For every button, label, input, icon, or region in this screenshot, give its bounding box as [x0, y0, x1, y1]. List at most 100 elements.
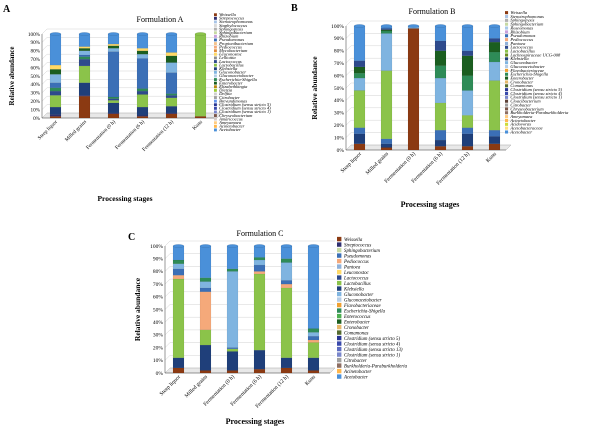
- panel-a-bar-segment: [165, 33, 178, 53]
- panel-a-legend-swatch: [214, 117, 217, 121]
- panel-a-bar-segment: [165, 95, 178, 98]
- panel-a-bar-cap: [78, 32, 91, 36]
- panel-c-bar-segment: [307, 245, 320, 329]
- panel-b-bar-segment: [488, 130, 501, 137]
- panel-c-legend-item: Lactococcus: [343, 277, 369, 282]
- panel-b-legend-swatch: [505, 91, 509, 96]
- panel-b-legend-item: Sphingopyxis: [510, 18, 534, 23]
- panel-a-legend-item: Lactococcus: [218, 59, 242, 64]
- panel-c-legend-item: Burkholderia-Paraburkholderia: [344, 365, 408, 370]
- panel-a-bar-segment: [107, 102, 120, 114]
- panel-b-y-tick-label: 10%: [334, 135, 345, 141]
- panel-c-bar-segment: [172, 367, 185, 374]
- panel-c-legend-item: Streptococcus: [344, 244, 371, 249]
- panel-a-legend-swatch: [214, 128, 217, 132]
- panel-a-legend-item: Staphylococcus: [219, 23, 247, 28]
- panel-b-bar-segment: [488, 51, 501, 63]
- panel-c-label: C: [128, 232, 135, 243]
- panel-b-legend-item: Acinetobacter: [509, 118, 535, 123]
- panel-b-legend-item: Clostridium (sensu stricto 1): [510, 95, 562, 100]
- panel-b-bar-cap: [488, 24, 501, 28]
- panel-b-legend-swatch: [505, 26, 509, 30]
- panel-a-legend-item: Elizabethkingia: [218, 84, 248, 89]
- panel-a-legend-item: Acetobacter: [218, 127, 241, 132]
- panel-b-legend-item: Lactococcus: [509, 45, 533, 50]
- panel-c-bar-segment: [226, 351, 239, 371]
- panel-b-grid-diag: [345, 95, 352, 101]
- panel-a-bar-segment: [49, 33, 62, 66]
- panel-c-bar-cap: [307, 244, 320, 248]
- panel-c-legend-item: Leuconostoc: [343, 271, 370, 276]
- panel-c-legend-item: Gluconacetobacter: [344, 299, 382, 304]
- panel-c-grid-diag: [164, 266, 171, 272]
- panel-b-legend-item: Roseomonas: [509, 25, 533, 30]
- panel-b-legend-item: Rhizobium: [509, 29, 530, 34]
- panel-a-grid-diag: [41, 70, 48, 77]
- panel-c-title: Formulation C: [237, 229, 284, 238]
- panel-b-legend-swatch: [505, 126, 509, 130]
- panel-b-grid-diag: [345, 82, 352, 89]
- panel-b-y-tick-label: 20%: [334, 123, 345, 129]
- panel-a-grid-diag: [41, 62, 48, 68]
- panel-b-legend-item: Cronobacter: [510, 79, 533, 84]
- panel-a-grid-diag: [41, 112, 48, 119]
- panel-c-legend-swatch: [337, 308, 342, 313]
- panel-c-grid-diag: [164, 253, 171, 259]
- panel-b-legend-swatch: [505, 41, 509, 45]
- panel-b-legend-swatch: [505, 18, 509, 22]
- panel-c-bar-segment: [307, 332, 320, 337]
- panel-c-bar-segment: [199, 370, 212, 374]
- panel-a-bar-segment: [165, 97, 178, 107]
- panel-c-legend-swatch: [337, 286, 342, 291]
- panel-a-legend-item: Pseudomonas: [218, 37, 244, 42]
- panel-c-legend-item: Pseudomonas: [343, 255, 371, 260]
- panel-c-legend-swatch: [337, 264, 342, 269]
- panel-c-legend-swatch: [337, 269, 342, 275]
- panel-b-grid-diag: [345, 20, 352, 27]
- panel-a-legend-swatch: [214, 74, 217, 78]
- panel-b-bar-segment: [488, 80, 501, 131]
- panel-b-bar-segment: [461, 75, 474, 91]
- panel-c-bar-segment: [307, 370, 320, 374]
- panel-c-y-tick-label: 80%: [153, 269, 164, 275]
- panel-c-bar-segment: [226, 271, 239, 348]
- panel-b-legend-item: Lachnospiraceae UCG-008: [509, 52, 561, 57]
- panel-b-legend-swatch: [505, 122, 509, 126]
- panel-b-grid-diag: [345, 107, 352, 113]
- panel-a-bar-segment: [107, 100, 120, 104]
- panel-b-grid-diag: [345, 144, 352, 151]
- panel-a-legend-swatch: [214, 20, 217, 24]
- panel-a-legend-swatch: [214, 56, 217, 60]
- panel-b-legend-item: Pseudomonas: [509, 33, 535, 38]
- panel-c-legend-swatch: [337, 247, 342, 253]
- panel-c-bar-segment: [280, 262, 293, 281]
- panel-c-bar-segment: [280, 245, 293, 259]
- panel-a-legend-swatch: [214, 103, 217, 107]
- panel-c-legend-swatch: [337, 258, 342, 264]
- panel-c-y-tick-label: 90%: [153, 257, 164, 263]
- panel-b-legend-swatch: [505, 80, 509, 84]
- panel-b-bar-cap: [353, 24, 366, 28]
- panel-a-legend-item: Rhizobium: [218, 34, 239, 39]
- panel-a-bar-cap: [136, 32, 149, 36]
- panel-a-grid-diag: [41, 96, 48, 102]
- panel-b-legend-swatch: [505, 95, 509, 99]
- panel-c-legend-swatch: [337, 346, 342, 352]
- panel-a-bar-segment: [78, 54, 91, 57]
- panel-c-bar-segment: [253, 257, 266, 261]
- panel-a-grid-diag: [41, 87, 48, 93]
- panel-b-legend-swatch: [505, 130, 509, 134]
- panel-a-bar-segment: [78, 50, 91, 56]
- panel-a-legend-item: Dietzia: [218, 88, 233, 93]
- panel-c-legend-swatch: [337, 275, 342, 280]
- panel-c-legend-swatch: [337, 368, 342, 374]
- panel-c-bar-segment: [307, 342, 320, 358]
- panel-a-grid-diag: [41, 54, 48, 60]
- panel-b-legend-item: Escherichia-Shigella: [509, 72, 548, 77]
- panel-a-bar-segment: [49, 64, 62, 70]
- panel-b-bar-segment: [380, 33, 393, 71]
- panel-b-legend-swatch: [505, 49, 509, 53]
- panel-a-legend-item: Enterobacter: [218, 80, 243, 85]
- panel-a-bar-cap: [107, 32, 120, 36]
- panel-b-bar-segment: [353, 72, 366, 79]
